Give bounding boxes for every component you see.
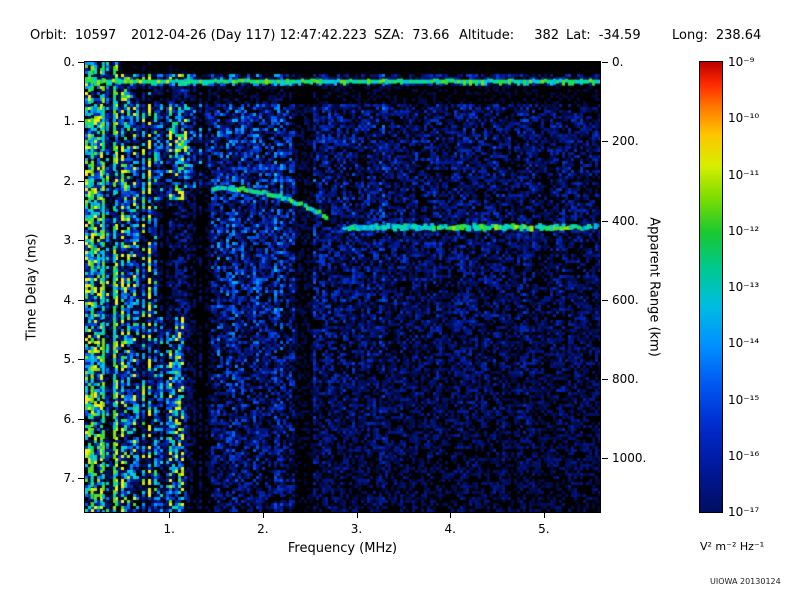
range-tick-mark bbox=[602, 299, 608, 301]
spectrogram-plot-frame bbox=[84, 61, 601, 513]
altitude-label: Altitude: bbox=[459, 28, 515, 43]
x-tick-label: 1. bbox=[163, 522, 175, 536]
y-tick-mark bbox=[78, 121, 84, 123]
range-tick-label: 600. bbox=[612, 292, 639, 307]
orbit-label: Orbit: bbox=[30, 28, 67, 43]
x-axis-label: Frequency (MHz) bbox=[287, 541, 398, 556]
long-value: 238.64 bbox=[715, 28, 762, 43]
y-tick-label: 3. bbox=[63, 233, 75, 248]
long-label: Long: bbox=[672, 28, 708, 43]
y-tick-mark bbox=[78, 299, 84, 301]
lat-value: -34.59 bbox=[598, 28, 641, 43]
x-tick-mark bbox=[169, 513, 171, 518]
y-tick-mark bbox=[78, 62, 84, 63]
range-tick-mark bbox=[602, 62, 608, 63]
y-tick-label: 6. bbox=[63, 411, 75, 426]
x-tick-mark bbox=[356, 513, 358, 518]
y-tick-label: 2. bbox=[63, 173, 75, 188]
altitude-value: 382 bbox=[534, 28, 560, 43]
colorbar-tick-label: 10⁻¹² bbox=[728, 223, 760, 238]
datetime-info: 2012-04-26 (Day 117) 12:47:42.223 bbox=[131, 28, 367, 43]
x-tick-label: 5. bbox=[538, 522, 550, 536]
y-tick-mark bbox=[78, 478, 84, 480]
range-tick-label: 1000. bbox=[612, 451, 647, 466]
y-tick-label: 0. bbox=[63, 55, 75, 69]
colorbar-tick-label: 10⁻⁹ bbox=[728, 55, 755, 69]
y-tick-mark bbox=[78, 180, 84, 182]
colorbar-unit-label: V² m⁻² Hz⁻¹ bbox=[700, 540, 765, 553]
range-tick-mark bbox=[602, 458, 608, 460]
colorbar-tick-label: 10⁻¹⁴ bbox=[728, 336, 760, 351]
lat-label: Lat: bbox=[566, 28, 591, 43]
x-tick-label: 3. bbox=[350, 522, 363, 536]
y-tick-mark bbox=[78, 240, 84, 242]
altitude-info: Altitude: 382 bbox=[459, 28, 559, 43]
orbit-info: Orbit: 10597 bbox=[30, 28, 116, 43]
colorbar-tick-label: 10⁻¹¹ bbox=[728, 167, 760, 182]
sza-label: SZA: bbox=[374, 28, 405, 43]
colorbar-tick-label: 10⁻¹⁶ bbox=[728, 448, 760, 463]
y-tick-mark bbox=[78, 418, 84, 420]
colorbar-tick-label: 10⁻¹⁷ bbox=[728, 505, 760, 519]
y-tick-label: 5. bbox=[63, 352, 75, 367]
colorbar-tick-label: 10⁻¹⁵ bbox=[728, 392, 760, 407]
y-axis-label-right: Apparent Range (km) bbox=[646, 217, 662, 357]
sza-info: SZA: 73.66 bbox=[374, 28, 449, 43]
long-info: Long: 238.64 bbox=[672, 28, 761, 43]
colorbar bbox=[699, 61, 723, 513]
x-tick-mark bbox=[262, 513, 264, 518]
range-tick-mark bbox=[602, 220, 608, 222]
range-tick-mark bbox=[602, 379, 608, 381]
range-tick-label: 200. bbox=[612, 134, 639, 149]
y-tick-mark bbox=[78, 359, 84, 361]
x-tick-mark bbox=[450, 513, 452, 518]
y-tick-label: 4. bbox=[63, 292, 75, 307]
range-tick-mark bbox=[602, 141, 608, 143]
x-tick-label: 2. bbox=[257, 522, 269, 536]
y-axis-label-left: Time Delay (ms) bbox=[24, 233, 40, 341]
datetime-value: 2012-04-26 (Day 117) 12:47:42.223 bbox=[131, 28, 367, 43]
colorbar-tick-label: 10⁻¹³ bbox=[728, 280, 760, 294]
orbit-value: 10597 bbox=[74, 28, 117, 43]
range-tick-label: 800. bbox=[612, 372, 639, 387]
x-tick-mark bbox=[543, 513, 545, 518]
colorbar-tick-label: 10⁻¹⁰ bbox=[728, 111, 760, 126]
y-tick-label: 7. bbox=[63, 471, 75, 486]
watermark: UIOWA 20130124 bbox=[710, 577, 781, 586]
lat-info: Lat: -34.59 bbox=[566, 28, 641, 43]
y-tick-label: 1. bbox=[63, 114, 75, 129]
x-tick-label: 4. bbox=[444, 522, 456, 536]
sza-value: 73.66 bbox=[412, 28, 450, 43]
range-tick-label: 0. bbox=[612, 55, 624, 69]
range-tick-label: 400. bbox=[612, 213, 639, 228]
spectrogram-canvas bbox=[85, 62, 600, 512]
